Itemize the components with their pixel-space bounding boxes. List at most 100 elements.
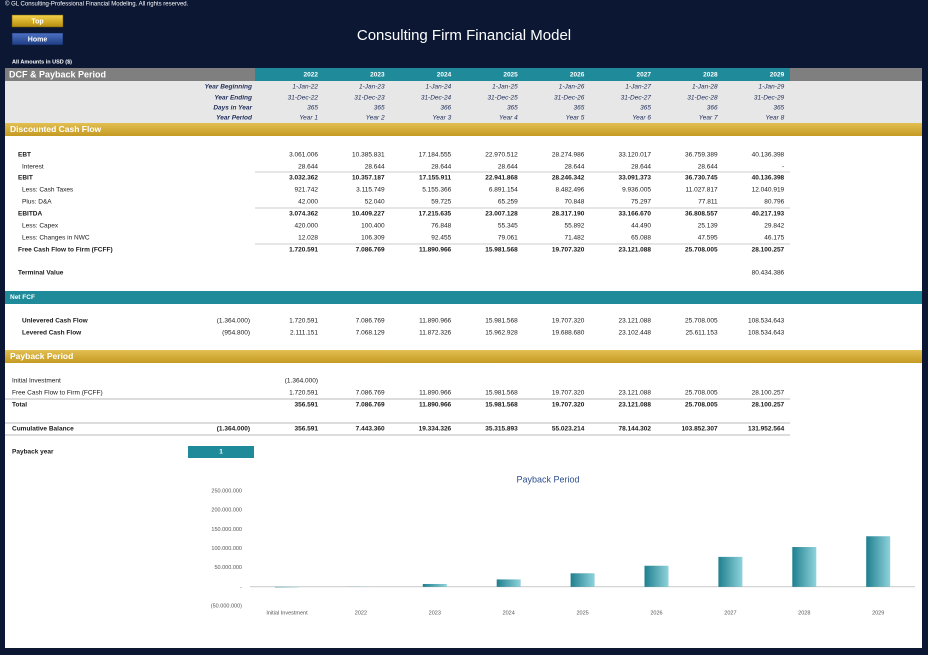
cell-value: 19.334.326 <box>419 426 452 433</box>
cell-value: 9.936.005 <box>622 187 651 194</box>
cell-value: 6.891.154 <box>489 187 518 194</box>
timeline-value: Year 2 <box>366 115 385 122</box>
row-label: EBIT <box>18 175 33 182</box>
row-label: Levered Cash Flow <box>22 330 82 337</box>
cell-value: 47.595 <box>698 235 718 242</box>
y-tick-label: (50.000.000) <box>211 603 242 609</box>
cell-value: 28.274.986 <box>552 152 585 159</box>
home-button-label[interactable]: Home <box>28 36 48 43</box>
cell-value: 28.644 <box>498 164 518 171</box>
year-label: 2027 <box>637 72 652 79</box>
cell-value: 356.591 <box>295 426 319 433</box>
bar <box>496 579 521 587</box>
year-label: 2024 <box>437 72 452 79</box>
timeline-value: 365 <box>507 105 518 112</box>
x-tick-label: 2026 <box>650 610 662 616</box>
y-tick-label: 200.000.000 <box>211 508 242 514</box>
cell-value: 55.345 <box>498 223 518 230</box>
cell-value: 10.409.227 <box>352 211 385 218</box>
cell-value: 28.317.190 <box>552 211 585 218</box>
row-label: Plus: D&A <box>22 199 52 206</box>
cell-value: 35.315.893 <box>485 426 518 433</box>
cell-value: 28.644 <box>298 164 318 171</box>
row-label: Total <box>12 402 27 409</box>
timeline-value: Year 5 <box>566 115 585 122</box>
timeline-value: 31-Dec-22 <box>288 95 319 102</box>
cell-value: 921.742 <box>295 187 319 194</box>
cell-value: 92.455 <box>431 235 451 242</box>
sheet-header-end <box>790 68 922 81</box>
cell-value: 80.796 <box>764 199 784 206</box>
x-tick-label: 2025 <box>576 610 588 616</box>
bar <box>792 547 817 587</box>
year-label: 2025 <box>503 72 518 79</box>
row-label: Initial Investment <box>12 378 61 385</box>
cell-value: 19.707.320 <box>552 247 585 254</box>
timeline-label: Year Beginning <box>205 84 252 91</box>
cell-value: 12.040.919 <box>752 187 785 194</box>
cell-value: 25.139 <box>698 223 718 230</box>
row-label: Free Cash Flow to Firm (FCFF) <box>12 390 103 397</box>
year-label: 2028 <box>703 72 718 79</box>
cell-value: 7.086.769 <box>356 318 385 325</box>
timeline-value: 1-Jan-27 <box>625 84 651 91</box>
cell-value: 25.708.005 <box>685 247 718 254</box>
row-label: Less: Cash Taxes <box>22 187 74 194</box>
cell-value: 40.136.398 <box>752 175 785 182</box>
timeline-value: 1-Jan-24 <box>426 84 452 91</box>
cell-value: 106.309 <box>361 235 385 242</box>
cell-value: 55.892 <box>565 223 585 230</box>
cell-value: 15.981.568 <box>485 318 518 325</box>
home-button[interactable] <box>11 32 64 46</box>
timeline-value: 1-Jan-28 <box>692 84 718 91</box>
cell-value: 12.028 <box>298 235 318 242</box>
cell-value: 65.088 <box>631 235 651 242</box>
row-label: Interest <box>22 164 44 171</box>
cell-value: 11.890.966 <box>419 247 452 254</box>
currency-note: All Amounts in USD ($) <box>12 59 72 65</box>
top-button-label[interactable]: Top <box>31 18 43 25</box>
timeline-band <box>5 81 922 123</box>
cell-value: 3.032.362 <box>289 175 318 182</box>
row-label: EBITDA <box>18 211 43 218</box>
cell-value: 10.357.187 <box>352 175 385 182</box>
year-header <box>255 68 790 81</box>
row-label: EBT <box>18 152 31 159</box>
cell-value: 108.534.643 <box>748 330 785 337</box>
section-title: Payback Period <box>10 351 73 361</box>
cell-value: 23.121.088 <box>618 390 651 397</box>
cell-value: 44.490 <box>631 223 651 230</box>
cell-value: 3.061.006 <box>289 152 318 159</box>
cell-value: 23.121.088 <box>618 318 651 325</box>
timeline-value: Year 6 <box>632 115 651 122</box>
cell-value: 59.725 <box>431 199 451 206</box>
bar <box>718 556 743 587</box>
cell-value: 28.644 <box>365 164 385 171</box>
row-label: Less: Capex <box>22 223 59 230</box>
cell-value: 79.061 <box>498 235 518 242</box>
cell-value: 76.848 <box>431 223 451 230</box>
cell-value: 103.852.307 <box>681 426 718 433</box>
timeline-value: 1-Jan-29 <box>759 84 785 91</box>
cell-value: 11.027.817 <box>686 187 718 194</box>
timeline-value: 1-Jan-25 <box>492 84 518 91</box>
timeline-value: 31-Dec-24 <box>421 95 452 102</box>
y-tick-label: 150.000.000 <box>211 527 242 533</box>
x-tick-label: 2029 <box>872 610 884 616</box>
bar <box>422 583 447 587</box>
timeline-value: 31-Dec-23 <box>354 95 385 102</box>
year-label: 2029 <box>770 72 785 79</box>
cell-value: 108.534.643 <box>748 318 785 325</box>
timeline-value: 365 <box>374 105 385 112</box>
timeline-value: Year 7 <box>699 115 718 122</box>
top-button[interactable] <box>11 14 64 28</box>
cell-value: 28.644 <box>565 164 585 171</box>
bar <box>275 586 299 588</box>
cell-value: 10.385.831 <box>352 152 385 159</box>
cell-value: 25.708.005 <box>685 318 718 325</box>
cell-value: 25.708.005 <box>685 390 718 397</box>
cell-value: 17.215.635 <box>419 211 452 218</box>
timeline-value: 1-Jan-23 <box>359 84 385 91</box>
cell-value: 7.086.769 <box>356 402 385 409</box>
